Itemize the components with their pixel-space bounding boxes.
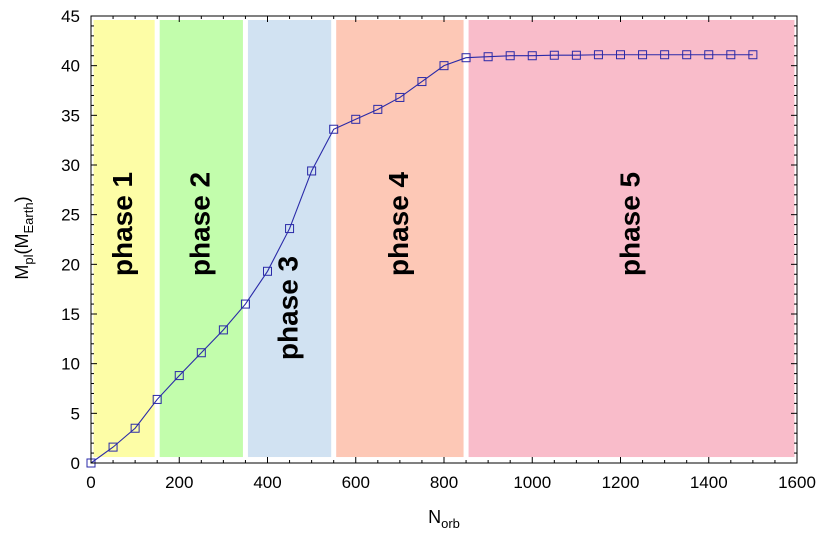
x-tick-label: 1400	[690, 473, 728, 492]
data-point	[240, 299, 250, 309]
data-point	[218, 325, 228, 335]
data-point	[571, 50, 581, 60]
y-tick-label: 40	[61, 57, 80, 76]
phase-band-5	[468, 20, 795, 458]
data-point	[616, 50, 625, 60]
data-point	[704, 50, 714, 60]
data-point	[483, 52, 493, 62]
y-axis-label: Mpl(MEarth)	[12, 196, 36, 279]
series-layer	[86, 50, 758, 468]
phase-label-3: phase 3	[273, 256, 304, 360]
phase-band-1	[93, 20, 155, 458]
y-tick-label: 30	[61, 156, 80, 175]
phase-labels: phase 1 phase 2 phase 3 phase 4 phase 5	[107, 171, 645, 360]
x-tick-label: 600	[342, 473, 370, 492]
data-point	[660, 50, 670, 60]
data-point	[461, 53, 471, 63]
data-point	[307, 166, 317, 176]
data-point	[505, 51, 515, 61]
x-tick-label: 800	[430, 473, 458, 492]
data-point	[152, 394, 162, 404]
data-point	[395, 92, 405, 102]
data-point	[549, 50, 559, 60]
y-tick-label: 10	[61, 355, 80, 374]
y-tick-label: 45	[61, 7, 80, 26]
data-point	[439, 61, 449, 71]
x-tick-label: 1600	[778, 473, 816, 492]
data-point	[196, 348, 206, 358]
phase-band-3	[247, 20, 332, 458]
data-point	[682, 50, 692, 60]
y-tick-label: 0	[71, 454, 80, 473]
phase-band-4	[336, 20, 464, 458]
data-point	[373, 104, 383, 114]
data-point	[174, 371, 184, 381]
phase-label-5: phase 5	[615, 172, 646, 276]
y-tick-label: 5	[71, 404, 80, 423]
phase-label-1: phase 1	[107, 172, 138, 276]
axis-ticks	[90, 15, 798, 464]
x-tick-label: 400	[253, 473, 281, 492]
phase-band-2	[159, 20, 243, 458]
data-point	[748, 50, 758, 60]
phase-bands	[93, 20, 795, 458]
phase-label-4: phase 4	[383, 171, 414, 276]
data-point	[638, 50, 648, 60]
data-point	[130, 423, 140, 433]
data-point	[417, 77, 427, 87]
x-tick-label: 1200	[602, 473, 640, 492]
data-point	[351, 114, 361, 124]
series-line	[90, 54, 753, 464]
data-point	[329, 124, 339, 134]
data-point	[527, 51, 537, 61]
x-tick-label: 0	[86, 473, 95, 492]
data-point	[726, 50, 736, 60]
data-point	[593, 50, 603, 60]
y-tick-label: 15	[61, 305, 80, 324]
x-axis-label: Norb	[428, 507, 460, 531]
data-point	[263, 266, 272, 276]
data-point	[108, 442, 118, 452]
y-tick-label: 20	[61, 255, 80, 274]
axis-tick-labels: 0 200 400 600 800 1000 1200 1400 1600 0 5 10 15 20 25 3…	[61, 7, 816, 492]
x-tick-label: 1000	[513, 473, 551, 492]
y-tick-label: 25	[61, 206, 80, 225]
x-tick-label: 200	[165, 473, 193, 492]
phase-label-2: phase 2	[184, 172, 215, 276]
y-tick-label: 35	[61, 106, 80, 125]
data-point	[285, 224, 295, 234]
